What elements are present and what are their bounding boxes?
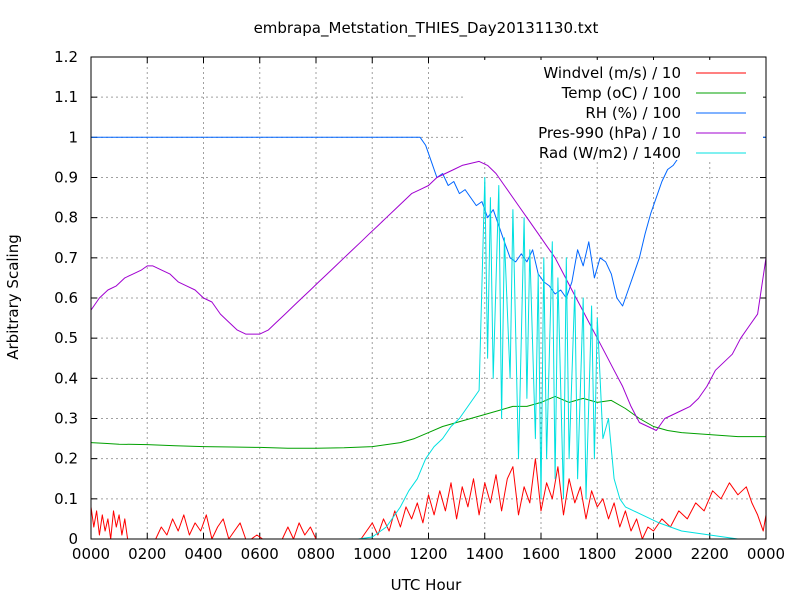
y-tick-label: 0.6 xyxy=(54,289,78,307)
chart-title: embrapa_Metstation_THIES_Day20131130.txt xyxy=(254,19,599,38)
y-tick-label: 0.3 xyxy=(54,410,78,428)
series-line-3 xyxy=(90,160,767,431)
x-tick-label: 1600 xyxy=(522,545,560,563)
series-lines xyxy=(90,136,767,540)
y-tick-label: 1.1 xyxy=(54,88,78,106)
legend-background xyxy=(465,60,763,160)
x-tick-label: 1400 xyxy=(466,545,504,563)
x-tick-label: 0000 xyxy=(747,545,785,563)
series-line-1 xyxy=(90,395,766,449)
x-tick-label: 0000 xyxy=(72,545,110,563)
x-tick-label: 1000 xyxy=(353,545,391,563)
x-tick-label: 0400 xyxy=(184,545,222,563)
x-tick-label: 0200 xyxy=(128,545,166,563)
legend-label-1: Temp (oC) / 100 xyxy=(561,84,681,102)
y-tick-label: 0.4 xyxy=(54,369,78,387)
y-tick-label: 0.1 xyxy=(54,490,78,508)
axis-ticks: 0000 0200 0400 0600 0800 1000 1200 1400 1600 1800… xyxy=(54,48,785,563)
y-tick-label: 0 xyxy=(68,530,78,548)
y-tick-label: 0.7 xyxy=(54,249,78,267)
x-tick-label: 2200 xyxy=(691,545,729,563)
y-axis-label: Arbitrary Scaling xyxy=(4,234,22,360)
legend-label-3: Pres-990 (hPa) / 10 xyxy=(538,124,681,142)
series-line-0 xyxy=(90,458,767,540)
legend-label-2: RH (%) / 100 xyxy=(585,104,681,122)
y-tick-label: 1.2 xyxy=(54,48,78,66)
legend: Windvel (m/s) / 10 Temp (oC) / 100 RH (%) … xyxy=(465,60,763,162)
x-axis-label: UTC Hour xyxy=(391,576,462,594)
x-tick-label: 0600 xyxy=(241,545,279,563)
y-tick-label: 0.2 xyxy=(54,450,78,468)
x-tick-label: 2000 xyxy=(634,545,672,563)
y-tick-label: 1 xyxy=(68,128,78,146)
y-tick-label: 0.5 xyxy=(54,329,78,347)
y-tick-label: 0.9 xyxy=(54,169,78,187)
legend-label-0: Windvel (m/s) / 10 xyxy=(543,64,681,82)
series-line-4 xyxy=(91,177,766,540)
plot-frame xyxy=(90,56,767,540)
x-tick-label: 0800 xyxy=(297,545,335,563)
x-tick-label: 1800 xyxy=(578,545,616,563)
legend-label-4: Rad (W/m2) / 1400 xyxy=(539,144,681,162)
x-tick-label: 1200 xyxy=(409,545,447,563)
y-tick-label: 0.8 xyxy=(54,209,78,227)
